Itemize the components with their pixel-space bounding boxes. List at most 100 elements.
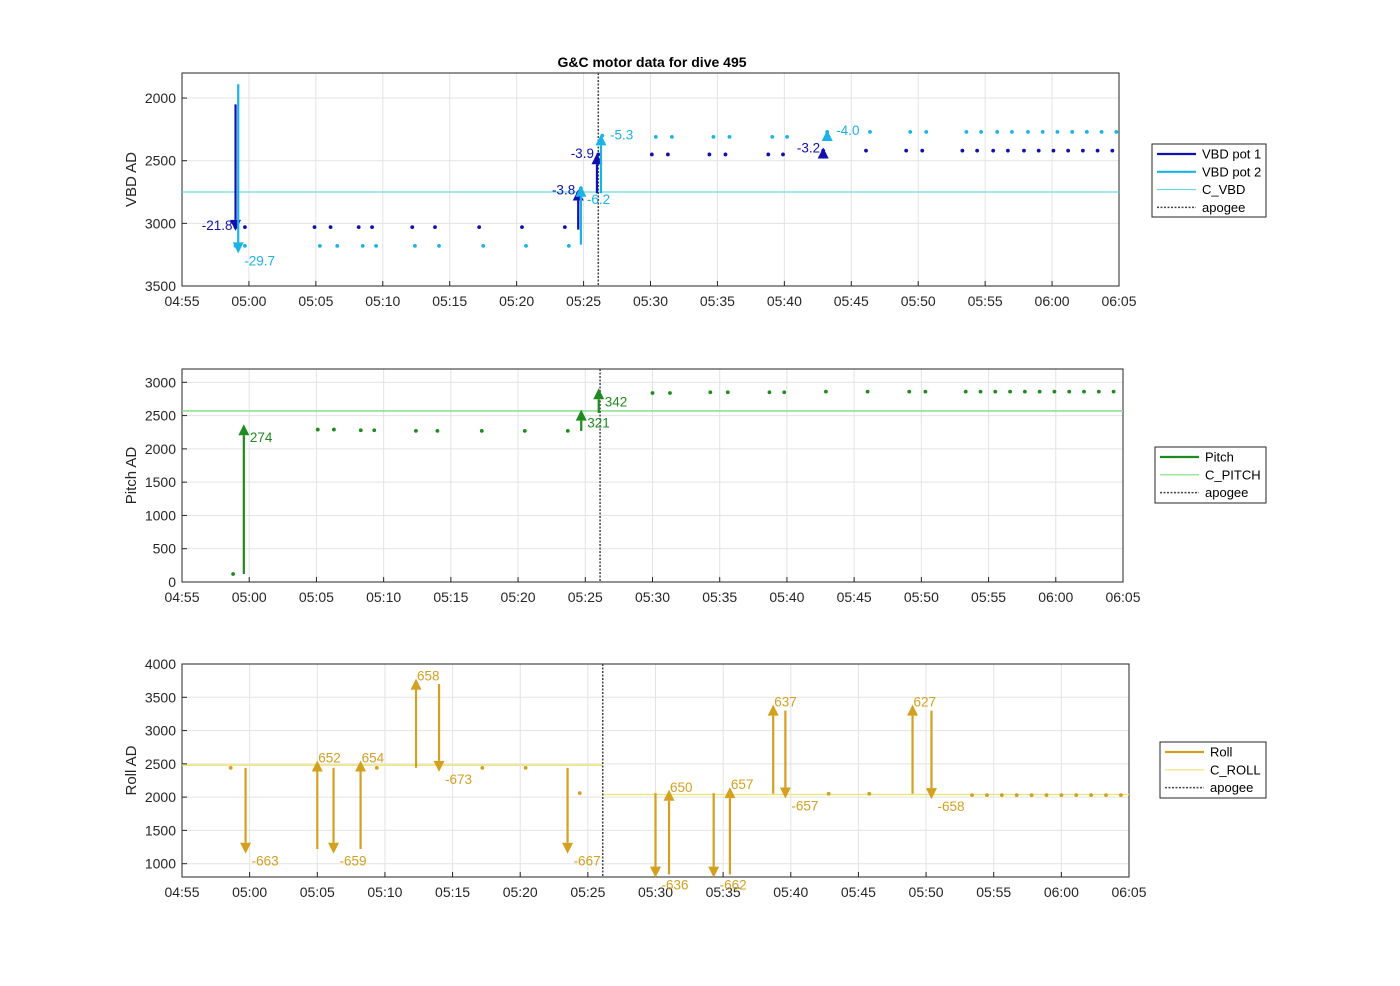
move-data-label: -658 — [937, 799, 964, 814]
x-tick-label: 05:50 — [904, 589, 939, 605]
data-point — [653, 135, 658, 139]
y-tick-label: 1500 — [145, 474, 176, 490]
data-point — [668, 391, 672, 395]
x-tick-label: 05:10 — [367, 884, 402, 900]
data-point — [1110, 148, 1115, 153]
data-point — [332, 427, 336, 432]
y-tick-label: 2500 — [145, 153, 176, 169]
data-point — [477, 225, 482, 230]
move-arrow-head — [593, 388, 605, 400]
data-point — [985, 793, 989, 798]
data-point — [522, 429, 527, 433]
x-tick-label: 05:10 — [365, 293, 400, 309]
y-tick-label: 0 — [168, 574, 176, 590]
x-tick-label: 05:55 — [971, 589, 1006, 605]
legend-entry-label: apogee — [1202, 200, 1245, 215]
data-point — [480, 765, 485, 770]
x-tick-label: 05:45 — [834, 293, 869, 309]
data-point — [824, 389, 828, 394]
data-point — [437, 244, 441, 248]
move-data-label: -3.8 — [552, 183, 575, 198]
data-point — [725, 390, 730, 395]
data-point — [781, 152, 785, 157]
data-point — [410, 225, 415, 230]
data-point — [1118, 793, 1123, 798]
data-point — [766, 152, 771, 157]
move-data-label: -659 — [340, 854, 367, 869]
legend-entry-label: Pitch — [1205, 450, 1234, 465]
roll-y-axis-label: Roll AD — [123, 745, 140, 795]
move-data-label: 637 — [774, 695, 797, 710]
data-point — [479, 429, 484, 433]
data-point — [1022, 148, 1026, 153]
x-tick-label: 05:20 — [499, 293, 534, 309]
x-tick-label: 05:20 — [501, 589, 536, 605]
x-tick-label: 05:50 — [909, 884, 944, 900]
legend-box — [1151, 143, 1267, 218]
y-tick-label: 500 — [153, 541, 177, 557]
figure-title: G&C motor data for dive 495 — [557, 54, 746, 70]
move-data-label: 652 — [318, 751, 341, 766]
data-point — [1051, 148, 1056, 153]
data-point — [650, 391, 655, 395]
data-point — [770, 135, 775, 139]
data-point — [1074, 793, 1079, 798]
legend-entry-label: C_PITCH — [1205, 467, 1261, 482]
data-point — [864, 148, 868, 153]
move-arrow-head — [663, 789, 675, 801]
y-tick-label: 2500 — [145, 408, 176, 424]
data-point — [1052, 389, 1057, 394]
move-arrow-head — [650, 866, 661, 878]
move-arrow-head — [724, 787, 736, 799]
data-point — [1010, 129, 1014, 134]
data-point — [356, 225, 361, 230]
data-point — [723, 152, 728, 157]
y-tick-label: 3500 — [145, 278, 176, 294]
data-point — [1040, 129, 1045, 134]
move-data-label: 274 — [250, 430, 273, 445]
x-tick-label: 05:55 — [968, 293, 1003, 309]
data-point — [374, 765, 379, 770]
data-point — [1055, 129, 1060, 134]
move-data-label: -673 — [445, 772, 472, 787]
y-tick-label: 3000 — [145, 215, 176, 231]
data-point — [1082, 389, 1086, 394]
vbd-y-axis-label: VBD AD — [123, 152, 140, 207]
data-point — [1037, 389, 1042, 394]
data-point — [1111, 389, 1116, 394]
x-tick-label: 06:05 — [1101, 293, 1136, 309]
data-point — [317, 244, 322, 248]
data-point — [708, 390, 713, 395]
x-tick-label: 05:55 — [976, 884, 1011, 900]
move-arrow-head — [708, 866, 720, 878]
data-point — [924, 129, 929, 134]
data-point — [767, 390, 772, 395]
data-point — [565, 429, 570, 433]
x-tick-label: 05:25 — [568, 589, 603, 605]
data-point — [413, 244, 417, 248]
data-point — [577, 791, 582, 796]
x-tick-label: 05:30 — [638, 884, 673, 900]
move-arrow-head — [779, 787, 791, 799]
data-point — [228, 765, 233, 770]
data-point — [782, 390, 787, 395]
data-point — [978, 389, 983, 394]
data-point — [524, 244, 528, 248]
move-data-label: -3.2 — [797, 141, 820, 156]
data-point — [707, 152, 712, 157]
legend-entry-label: C_ROLL — [1210, 762, 1261, 777]
data-point — [312, 225, 317, 230]
data-point — [868, 129, 872, 134]
move-arrow-head — [433, 760, 445, 772]
x-tick-label: 05:20 — [503, 884, 538, 900]
data-point — [964, 129, 969, 134]
x-tick-label: 05:40 — [773, 884, 808, 900]
data-point — [243, 225, 247, 230]
x-tick-label: 04:55 — [164, 884, 199, 900]
data-point — [1080, 148, 1085, 153]
y-tick-label: 4000 — [145, 656, 176, 672]
move-arrow-head — [595, 134, 607, 146]
y-tick-label: 2500 — [145, 756, 176, 772]
data-point — [1036, 148, 1041, 153]
